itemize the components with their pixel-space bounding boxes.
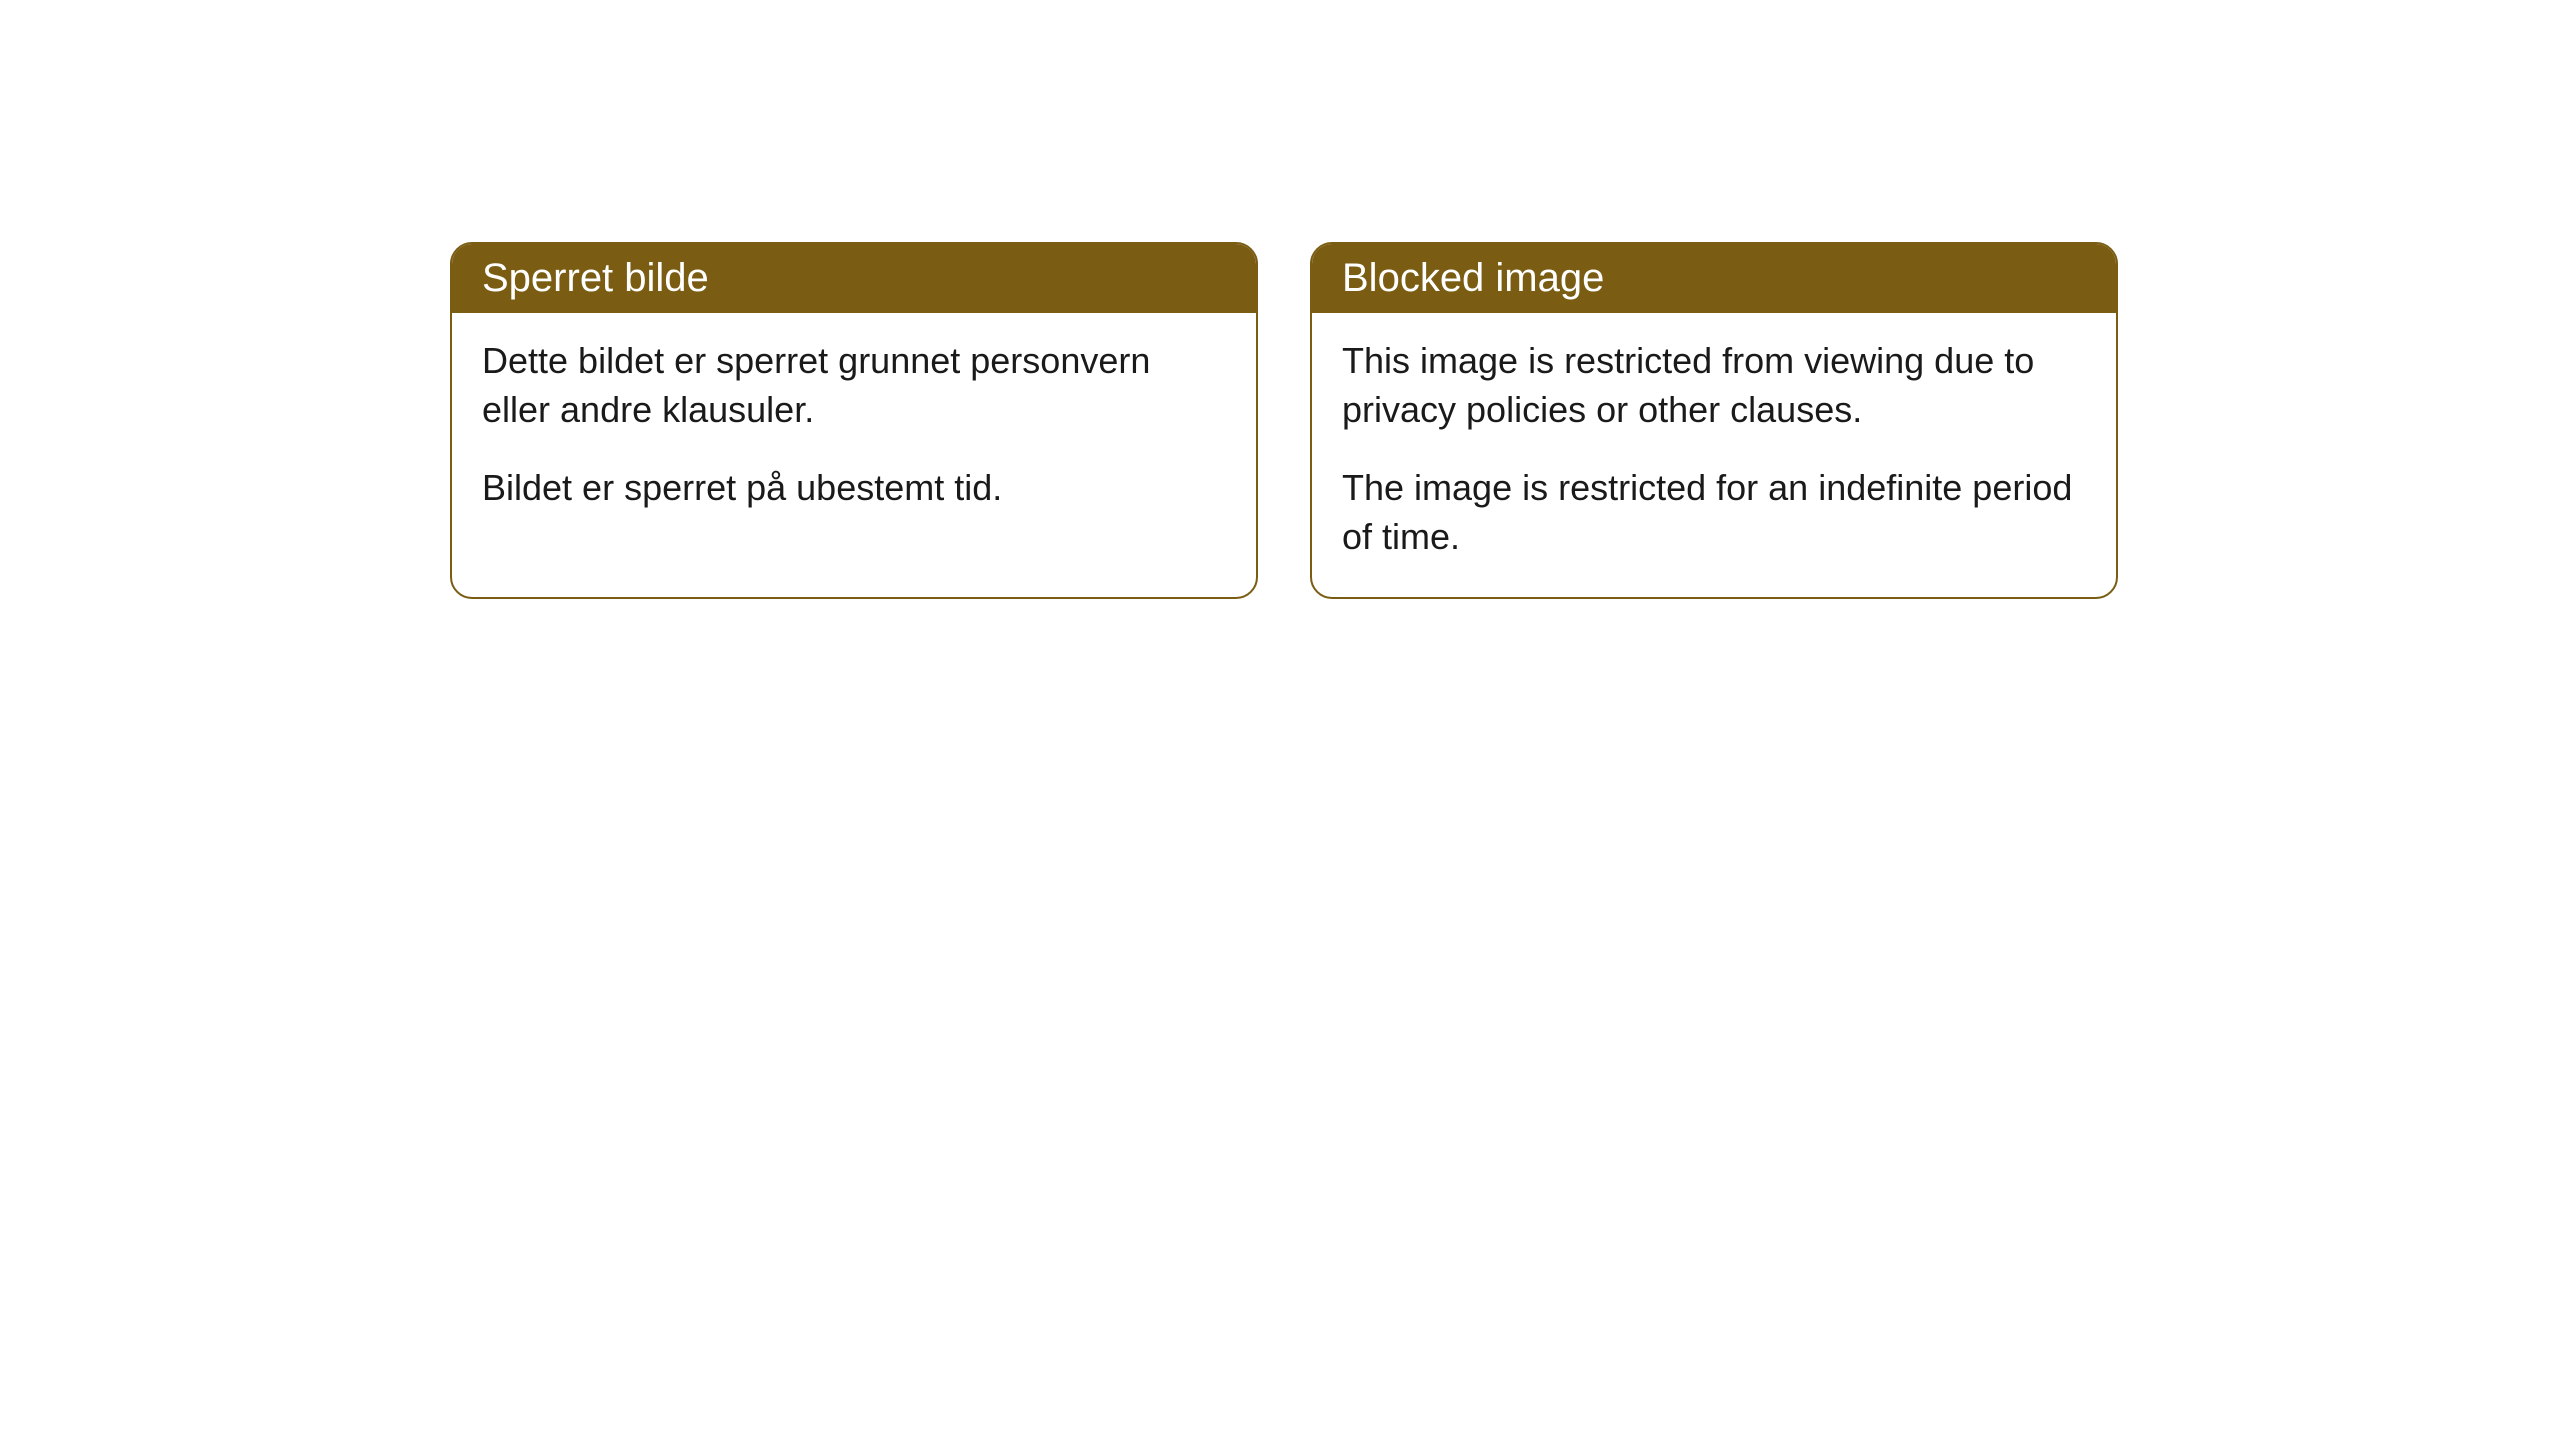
notice-card-body: This image is restricted from viewing du… xyxy=(1312,313,2116,597)
notice-card-body: Dette bildet er sperret grunnet personve… xyxy=(452,313,1256,549)
notice-container: Sperret bilde Dette bildet er sperret gr… xyxy=(0,0,2560,599)
notice-paragraph: The image is restricted for an indefinit… xyxy=(1342,464,2086,561)
notice-paragraph: Bildet er sperret på ubestemt tid. xyxy=(482,464,1226,513)
notice-card-english: Blocked image This image is restricted f… xyxy=(1310,242,2118,599)
notice-paragraph: Dette bildet er sperret grunnet personve… xyxy=(482,337,1226,434)
notice-card-norwegian: Sperret bilde Dette bildet er sperret gr… xyxy=(450,242,1258,599)
notice-card-header: Blocked image xyxy=(1312,244,2116,313)
notice-card-header: Sperret bilde xyxy=(452,244,1256,313)
notice-paragraph: This image is restricted from viewing du… xyxy=(1342,337,2086,434)
